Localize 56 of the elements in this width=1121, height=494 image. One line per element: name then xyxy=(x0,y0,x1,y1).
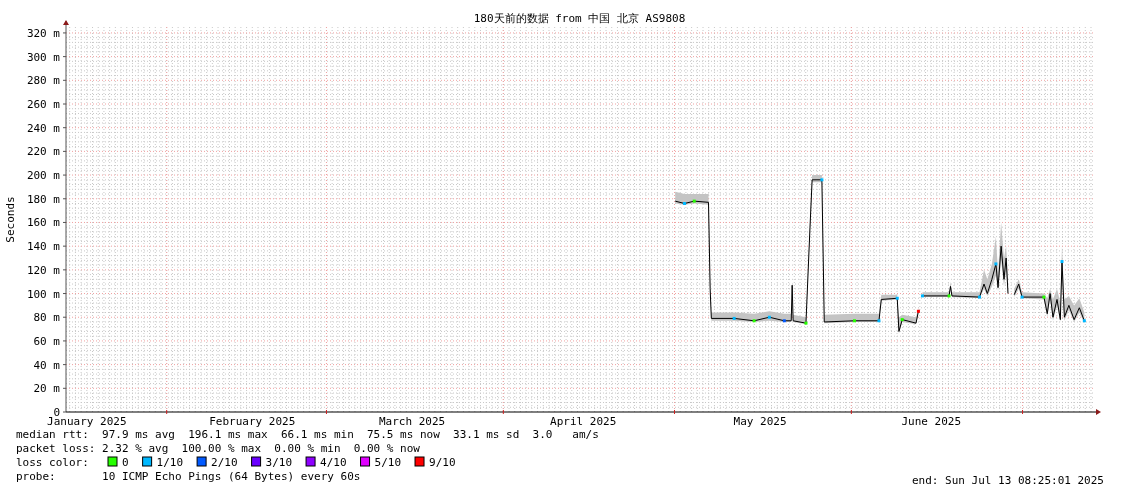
y-tick-label: 300 m xyxy=(26,50,61,64)
legend-label: 0 xyxy=(122,456,129,469)
y-tick-label: 200 m xyxy=(26,169,61,183)
y-tick-label: 100 m xyxy=(26,287,61,301)
point xyxy=(1082,319,1086,323)
chart-title: 180天前的数据 from 中国 北京 AS9808 xyxy=(473,12,686,25)
point xyxy=(900,318,904,322)
point xyxy=(1020,295,1024,299)
point xyxy=(732,316,736,320)
y-tick-label: 320 m xyxy=(26,26,61,40)
legend-label: 1/10 xyxy=(156,456,184,469)
y-tick-label: 80 m xyxy=(33,311,61,325)
legend-label: 5/10 xyxy=(374,456,402,469)
legend-label: 3/10 xyxy=(265,456,293,469)
point xyxy=(820,178,824,182)
text: median rtt: 97.9 ms avg 196.1 ms max 66.1 ms min 75.5 ms now 33.1 ms sd 3.0 am/s xyxy=(16,428,599,441)
point xyxy=(978,295,981,299)
y-tick-label: 220 m xyxy=(26,145,61,159)
point xyxy=(852,319,856,323)
point xyxy=(1042,295,1046,299)
point xyxy=(994,262,998,266)
x-tick-label: April 2025 xyxy=(550,415,617,428)
x-tick-label: June 2025 xyxy=(901,415,962,428)
y-tick-label: 120 m xyxy=(26,263,61,277)
point xyxy=(804,321,808,325)
point xyxy=(947,294,951,298)
y-tick-label: 260 m xyxy=(26,98,61,111)
x-tick-label: February 2025 xyxy=(209,415,296,428)
point xyxy=(782,319,786,323)
point xyxy=(682,202,686,206)
text: end: Sun Jul 13 08:25:01 2025 xyxy=(911,474,1104,487)
x-tick-label: May 2025 xyxy=(733,415,787,428)
y-tick-label: 40 m xyxy=(33,358,61,372)
y-axis-title: Seconds xyxy=(4,196,17,243)
point xyxy=(1060,260,1064,264)
y-tick-label: 280 m xyxy=(26,74,61,88)
point xyxy=(920,294,924,298)
point xyxy=(692,199,696,203)
x-tick-label: March 2025 xyxy=(378,415,446,428)
y-tick-label: 20 m xyxy=(33,382,61,396)
text: packet loss: 2.32 % avg 100.00 % max 0.00 % min 0.00 % now xyxy=(16,442,421,455)
point xyxy=(877,319,881,323)
text: probe: 10 ICMP Echo Pings (64 Bytes) every 60s xyxy=(16,470,361,483)
legend-label: 9/10 xyxy=(429,456,456,469)
y-tick-label: 180 m xyxy=(26,192,61,206)
y-tick-label: 140 m xyxy=(26,240,61,254)
point xyxy=(752,319,756,323)
y-tick-label: 240 m xyxy=(26,121,61,135)
legend-label: 2/10 xyxy=(211,456,238,469)
point xyxy=(895,296,899,300)
legend-label: 4/10 xyxy=(320,456,347,469)
point xyxy=(916,309,920,313)
y-tick-label: 160 m xyxy=(26,216,61,230)
y-tick-label: 60 m xyxy=(33,334,61,348)
point xyxy=(767,315,771,319)
legend-title: loss color: xyxy=(16,456,89,469)
